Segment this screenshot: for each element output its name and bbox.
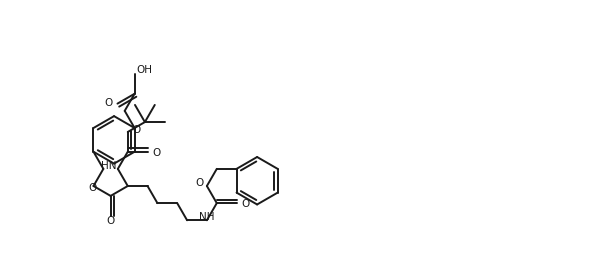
Text: OH: OH — [137, 65, 152, 75]
Text: HN: HN — [101, 161, 117, 171]
Text: NH: NH — [199, 212, 215, 222]
Text: O: O — [88, 183, 97, 193]
Text: O: O — [106, 216, 115, 226]
Text: O: O — [152, 148, 161, 158]
Text: O: O — [133, 125, 141, 135]
Text: O: O — [104, 98, 113, 108]
Text: O: O — [196, 178, 204, 188]
Text: O: O — [241, 199, 250, 209]
